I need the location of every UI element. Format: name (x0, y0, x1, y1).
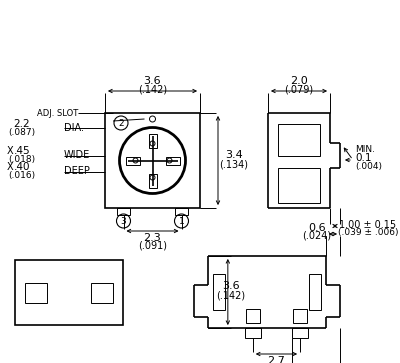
Text: 2.3: 2.3 (144, 233, 161, 243)
Text: (.024): (.024) (302, 231, 332, 241)
Bar (117, 208, 130, 215)
Text: DEEP: DEEP (64, 167, 90, 176)
Bar (292, 328, 308, 338)
Text: DIA.: DIA. (64, 123, 84, 133)
Text: 0.1: 0.1 (355, 153, 372, 163)
Text: (.079): (.079) (284, 84, 314, 94)
Bar (91, 282, 113, 302)
Text: (.016): (.016) (8, 171, 36, 180)
Text: .40: .40 (14, 163, 30, 172)
Bar (309, 274, 321, 310)
Bar (213, 274, 225, 310)
Bar (278, 124, 320, 156)
Text: 2.7: 2.7 (268, 356, 285, 363)
Bar (105, 113, 200, 208)
Bar (126, 156, 140, 164)
Text: 3.6: 3.6 (144, 76, 161, 86)
Text: 2.0: 2.0 (290, 76, 308, 86)
Bar (148, 134, 156, 147)
Text: (.087): (.087) (8, 127, 36, 136)
Text: 2: 2 (118, 118, 124, 127)
Text: ADJ. SLOT: ADJ. SLOT (37, 109, 78, 118)
Text: 3.4: 3.4 (225, 151, 243, 160)
Text: MIN.: MIN. (355, 146, 375, 155)
Bar (15, 260, 123, 325)
Text: (.018): (.018) (8, 155, 36, 164)
Text: 1: 1 (179, 216, 184, 225)
Text: (.142): (.142) (138, 84, 167, 94)
Bar (25, 282, 47, 302)
Text: (.091): (.091) (138, 241, 167, 251)
Bar (166, 156, 180, 164)
Bar (148, 174, 156, 188)
Text: (.004): (.004) (355, 162, 382, 171)
Bar (175, 208, 188, 215)
Text: X: X (7, 147, 14, 156)
Text: WIDE: WIDE (64, 151, 90, 160)
Text: 3.6: 3.6 (222, 281, 240, 291)
Bar (245, 328, 261, 338)
Text: 2.2: 2.2 (14, 119, 30, 129)
Bar (278, 168, 320, 203)
Text: 0.6: 0.6 (308, 223, 326, 233)
Text: (.134): (.134) (220, 159, 248, 170)
Text: (.142): (.142) (216, 290, 246, 300)
Bar (293, 309, 307, 323)
Text: X: X (7, 163, 14, 172)
Bar (246, 309, 260, 323)
Text: (.039 ± .006): (.039 ± .006) (338, 228, 398, 237)
Text: .45: .45 (14, 147, 30, 156)
Text: 1.00 ± 0.15: 1.00 ± 0.15 (340, 220, 396, 230)
Text: 3: 3 (121, 216, 126, 225)
